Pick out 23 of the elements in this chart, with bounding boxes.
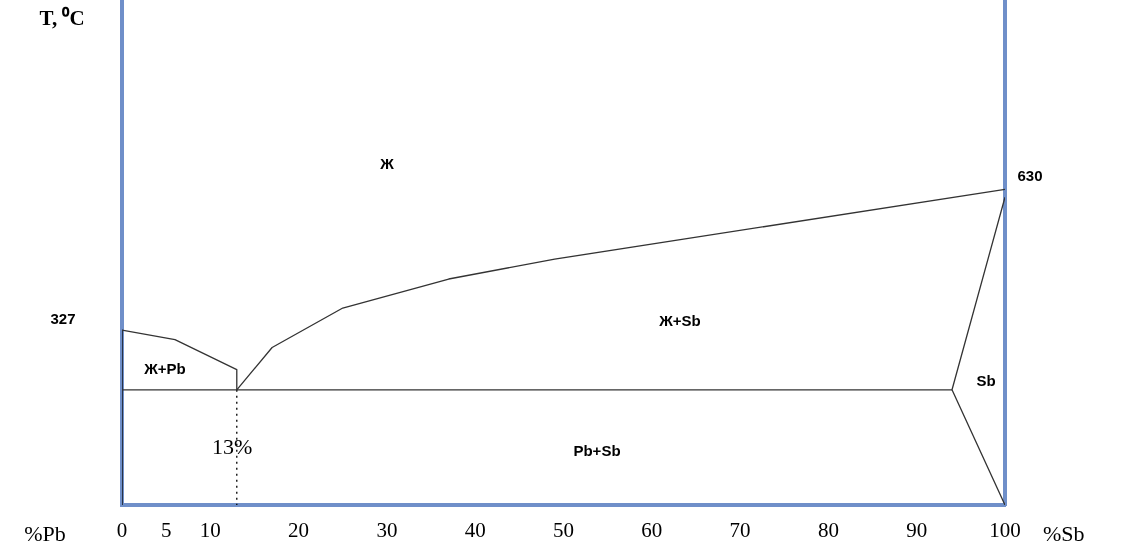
text: %Pb [24,520,66,546]
x-tick-label: 20 [288,518,310,543]
text: Ж [379,155,395,173]
annotation: 13% [212,433,253,459]
x-tick-label: 90 [906,518,928,543]
x-tick-label: 0 [116,518,128,543]
x-axis-title: %Sb [1043,520,1085,546]
x-tick-label: 70 [729,518,751,543]
text: 630 [1017,167,1043,185]
x-tick-label: 40 [464,518,486,543]
annotation: Ж+Sb [658,312,701,330]
text: 327 [50,310,76,328]
x-tick-label: 80 [817,518,839,543]
annotation: Pb+Sb [573,442,621,460]
text: T, ⁰C [39,6,85,31]
x-tick-label: 30 [376,518,398,543]
x-tick-label: 60 [641,518,663,543]
x-tick-label: 5 [160,518,172,543]
annotation: Sb [976,372,996,390]
x-tick-label: 10 [199,518,221,543]
x-tick-label: 100 [989,518,1021,543]
annotation: Ж+Pb [143,360,186,378]
x-tick-label: 50 [553,518,574,543]
